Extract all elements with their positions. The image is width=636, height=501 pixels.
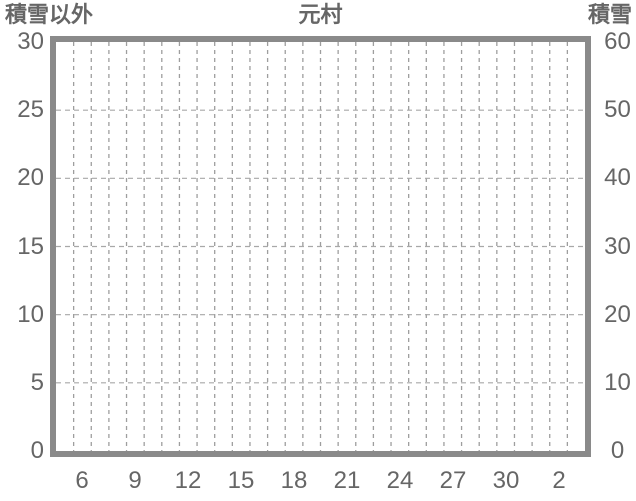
y-left-tick-label: 10 xyxy=(17,301,44,328)
x-tick-label: 21 xyxy=(333,467,361,494)
x-tick-label: 15 xyxy=(227,467,255,494)
gridlines xyxy=(56,42,585,451)
y-left-tick-label: 25 xyxy=(17,96,44,123)
y-left-tick-label: 15 xyxy=(17,233,44,260)
y-left-tick-label: 20 xyxy=(17,164,44,191)
x-tick-label: 12 xyxy=(174,467,202,494)
y-left-tick-label: 5 xyxy=(30,369,44,396)
y-right-tick-label: 40 xyxy=(604,164,631,191)
y-left-tick-label: 30 xyxy=(17,28,44,55)
x-tick-label: 2 xyxy=(552,467,566,494)
x-tick-label: 24 xyxy=(386,467,414,494)
y-right-tick-label: 10 xyxy=(604,369,631,396)
y-right-axis-title: 積雪 xyxy=(587,2,632,27)
y-right-tick-label: 30 xyxy=(604,233,631,260)
y-right-tick-label: 50 xyxy=(604,96,631,123)
y-right-tick-label: 20 xyxy=(604,301,631,328)
x-tick-label: 9 xyxy=(128,467,142,494)
x-tick-label: 30 xyxy=(492,467,520,494)
y-right-tick-label: 60 xyxy=(604,28,631,55)
x-tick-label: 6 xyxy=(75,467,89,494)
y-left-axis-title: 積雪以外 xyxy=(5,2,94,27)
y-left-tick-label: 0 xyxy=(30,437,44,464)
x-tick-label: 27 xyxy=(439,467,467,494)
y-right-tick-label: 0 xyxy=(610,437,625,464)
chart-title: 元村 xyxy=(298,2,343,27)
x-tick-label: 18 xyxy=(280,467,308,494)
plot-area xyxy=(50,36,591,457)
